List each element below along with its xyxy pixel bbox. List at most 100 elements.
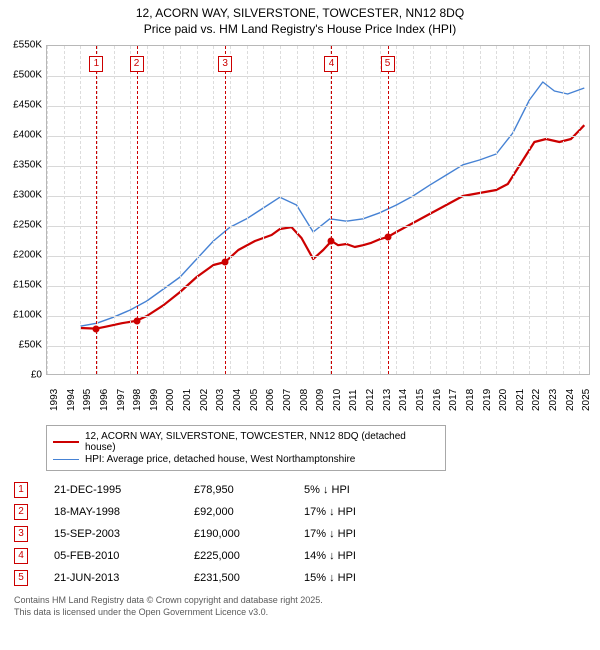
gridline-v [130,46,131,374]
chart-area: £0£50K£100K£150K£200K£250K£300K£350K£400… [8,41,592,421]
title-subtitle: Price paid vs. HM Land Registry's House … [8,22,592,38]
table-row: 315-SEP-2003£190,00017% ↓ HPI [14,523,554,545]
x-tick-label: 2022 [531,389,542,411]
x-tick-label: 1999 [149,389,160,411]
data-marker [222,259,229,266]
x-axis: 1993199419951996199719981999200020012002… [46,377,590,421]
tx-date: 21-JUN-2013 [54,572,194,584]
x-tick-label: 2017 [448,389,459,411]
table-row: 218-MAY-1998£92,00017% ↓ HPI [14,501,554,523]
table-row: 4 05-FEB-2010£225,00014% ↓ HPI [14,545,554,567]
x-tick-label: 2004 [232,389,243,411]
gridline-v [346,46,347,374]
tx-hpi-delta: 5% ↓ HPI [304,484,384,496]
x-tick-label: 1993 [49,389,60,411]
x-tick-label: 2003 [215,389,226,411]
gridline-v [230,46,231,374]
legend: 12, ACORN WAY, SILVERSTONE, TOWCESTER, N… [46,425,446,471]
tx-number-box: 4 [14,548,28,564]
title-block: 12, ACORN WAY, SILVERSTONE, TOWCESTER, N… [8,6,592,37]
y-axis: £0£50K£100K£150K£200K£250K£300K£350K£400… [8,45,44,375]
tx-price: £225,000 [194,550,304,562]
y-tick-label: £450K [6,100,42,111]
gridline-v [163,46,164,374]
gridline-v [396,46,397,374]
tx-date: 15-SEP-2003 [54,528,194,540]
y-tick-label: £400K [6,130,42,141]
footer-line2: This data is licensed under the Open Gov… [14,607,592,619]
data-marker [93,325,100,332]
x-tick-label: 2014 [398,389,409,411]
gridline-v [446,46,447,374]
x-tick-label: 2002 [199,389,210,411]
tx-hpi-delta: 15% ↓ HPI [304,572,384,584]
tx-price: £190,000 [194,528,304,540]
tx-price: £78,950 [194,484,304,496]
tx-hpi-delta: 17% ↓ HPI [304,506,384,518]
x-tick-label: 2007 [282,389,293,411]
gridline-h [47,316,589,317]
gridline-v [579,46,580,374]
event-marker-box: 4 [324,56,338,72]
y-tick-label: £150K [6,280,42,291]
title-address: 12, ACORN WAY, SILVERSTONE, TOWCESTER, N… [8,6,592,22]
gridline-v [147,46,148,374]
gridline-v [430,46,431,374]
x-tick-label: 1994 [66,389,77,411]
tx-price: £231,500 [194,572,304,584]
gridline-v [496,46,497,374]
x-tick-label: 2024 [565,389,576,411]
x-tick-label: 2019 [482,389,493,411]
x-tick-label: 2008 [299,389,310,411]
gridline-h [47,136,589,137]
x-tick-label: 1996 [99,389,110,411]
legend-label: 12, ACORN WAY, SILVERSTONE, TOWCESTER, N… [85,431,439,453]
x-tick-label: 1997 [116,389,127,411]
x-tick-label: 2000 [165,389,176,411]
x-tick-label: 2009 [315,389,326,411]
table-row: 521-JUN-2013£231,50015% ↓ HPI [14,567,554,589]
gridline-h [47,76,589,77]
x-tick-label: 2006 [265,389,276,411]
tx-price: £92,000 [194,506,304,518]
gridline-v [313,46,314,374]
gridline-h [47,166,589,167]
event-line [137,46,138,374]
tx-hpi-delta: 17% ↓ HPI [304,528,384,540]
gridline-h [47,286,589,287]
gridline-v [213,46,214,374]
y-tick-label: £0 [6,370,42,381]
legend-row: 12, ACORN WAY, SILVERSTONE, TOWCESTER, N… [53,431,439,453]
gridline-v [480,46,481,374]
gridline-v [64,46,65,374]
line-series-svg [47,46,590,375]
event-marker-box: 3 [218,56,232,72]
data-marker [133,317,140,324]
gridline-v [297,46,298,374]
y-tick-label: £100K [6,310,42,321]
tx-hpi-delta: 14% ↓ HPI [304,550,384,562]
x-tick-label: 2010 [332,389,343,411]
gridline-v [563,46,564,374]
gridline-h [47,196,589,197]
gridline-v [380,46,381,374]
event-marker-box: 2 [130,56,144,72]
x-tick-label: 2018 [465,389,476,411]
gridline-v [247,46,248,374]
gridline-h [47,106,589,107]
tx-date: 21-DEC-1995 [54,484,194,496]
tx-date: 05-FEB-2010 [54,550,194,562]
x-tick-label: 1995 [82,389,93,411]
table-row: 121-DEC-1995£78,9505% ↓ HPI [14,479,554,501]
x-tick-label: 2011 [348,390,359,412]
data-marker [384,234,391,241]
footer-line1: Contains HM Land Registry data © Crown c… [14,595,592,607]
x-tick-label: 2023 [548,389,559,411]
chart-container: 12, ACORN WAY, SILVERSTONE, TOWCESTER, N… [0,0,600,650]
legend-row: HPI: Average price, detached house, West… [53,454,439,465]
y-tick-label: £250K [6,220,42,231]
x-tick-label: 2013 [382,389,393,411]
gridline-v [80,46,81,374]
event-marker-box: 1 [89,56,103,72]
plot-region: 12345 [46,45,590,375]
